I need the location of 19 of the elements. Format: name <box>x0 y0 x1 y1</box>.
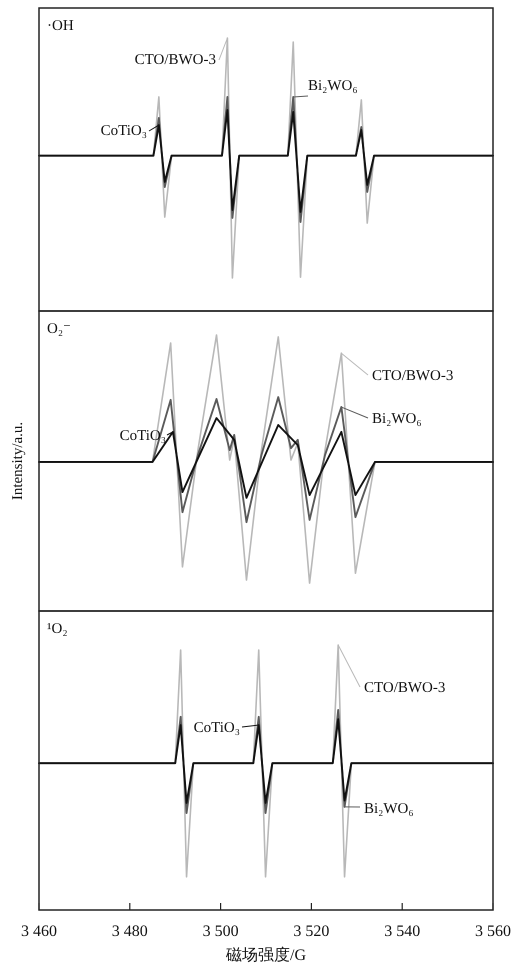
chart-title: ¹O₂ <box>47 621 68 637</box>
chart-title: O₂⁻ <box>47 321 71 337</box>
x-tick-label: 3 460 <box>21 923 57 940</box>
series-label: CTO/BWO-3 <box>364 680 446 696</box>
series-label: CoTiO₃ <box>100 123 147 139</box>
x-tick-label: 3 520 <box>293 923 330 940</box>
legend-label: Bi₂WO₆ <box>364 801 414 817</box>
x-axis-title: 磁场强度/G <box>225 946 306 964</box>
x-tick-label: 3 480 <box>112 923 148 940</box>
series-label: CoTiO₃ <box>194 720 240 736</box>
x-tick-label: 3 540 <box>384 923 420 940</box>
x-tick-label: 3 500 <box>202 923 239 940</box>
chart-title: ·OH <box>47 18 74 34</box>
x-tick-label: 3 560 <box>475 923 511 940</box>
y-axis-title: Intensity/a.u. <box>10 422 26 500</box>
series-label: CTO/BWO-3 <box>134 52 216 68</box>
series-label: CTO/BWO-3 <box>372 368 454 384</box>
legend-label: Bi₂WO₆ <box>372 411 422 427</box>
legend-label: Bi₂WO₆ <box>308 78 358 94</box>
